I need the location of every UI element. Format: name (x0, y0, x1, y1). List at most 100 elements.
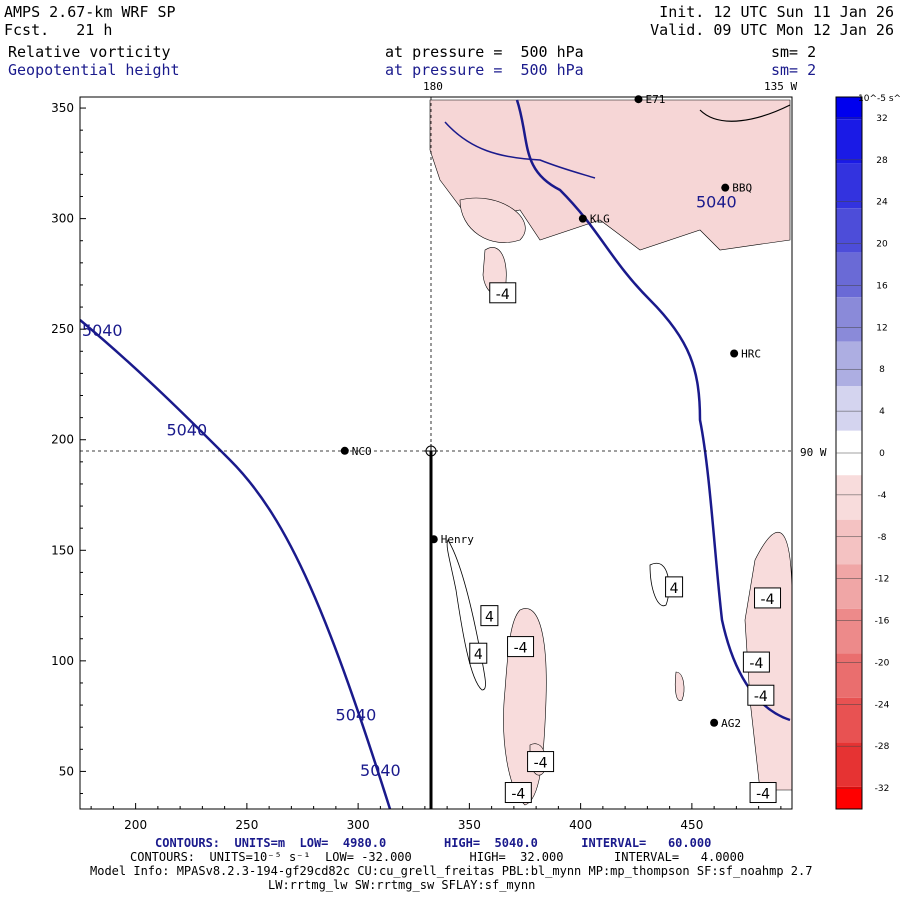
colorbar-tick-label: 32 (876, 114, 887, 124)
forecast-hour: Fcst. 21 h (4, 21, 113, 39)
lon-180-label: 180 (423, 80, 443, 93)
colorbar-tick-label: 16 (876, 281, 888, 291)
y-tick-label: 150 (51, 543, 74, 557)
pole-cross (424, 444, 438, 458)
vorticity-contour-east (649, 562, 670, 607)
colorbar-swatch (836, 742, 862, 787)
field1-smoothing: sm= 2 (771, 43, 817, 61)
vorticity-label-box (747, 684, 775, 706)
colorbar-tick-label: -32 (875, 784, 890, 794)
colorbar-swatch (836, 475, 862, 520)
station-dot (578, 214, 587, 223)
station-label: NCO (352, 445, 372, 458)
field1-level: at pressure = 500 hPa (385, 43, 584, 61)
station-dot (730, 349, 739, 358)
vorticity-label: -4 (754, 689, 768, 705)
colorbar-tick-label: -12 (875, 575, 890, 585)
vorticity-label: -4 (749, 656, 763, 672)
colorbar-tick-label: 28 (876, 156, 888, 166)
colorbar-swatch (836, 564, 862, 609)
x-tick-label: 300 (347, 818, 370, 832)
colorbar-swatch (836, 519, 862, 565)
vorticity-label-box (469, 642, 488, 664)
colorbar-tick-label: 8 (879, 365, 885, 375)
height-contour-north-fragment (444, 121, 596, 179)
station-label: KLG (590, 213, 610, 226)
vorticity-label-box (742, 651, 770, 673)
station-label: HRC (741, 347, 761, 360)
colorbar-swatch (836, 119, 862, 164)
field2-smoothing: sm= 2 (771, 61, 817, 79)
colorbar-tick-label: -16 (875, 617, 890, 627)
valid-time: Valid. 09 UTC Mon 12 Jan 26 (650, 21, 894, 39)
colorbar-tick-label: 24 (876, 198, 888, 208)
colorbar-unit: 10^-5 s^-1 (858, 94, 900, 104)
vorticity-label: 4 (474, 647, 483, 663)
footer-vorticity-contours: CONTOURS: UNITS=10⁻⁵ s⁻¹ LOW= -32.000 HI… (130, 850, 745, 864)
colorbar-tick-label: 0 (879, 449, 885, 459)
station-dot (429, 535, 438, 544)
colorbar-swatch (836, 653, 862, 698)
vorticity-shading-region (674, 671, 685, 701)
vorticity-label-box (489, 282, 517, 304)
vorticity-shading-region (429, 99, 791, 251)
height-contour-label: 5040 (82, 321, 123, 340)
footer-height-contours: CONTOURS: UNITS=m LOW= 4980.0 HIGH= 5040… (155, 836, 712, 850)
vorticity-label-box (527, 751, 555, 773)
vorticity-contour-henry (446, 539, 486, 691)
station-label: AG2 (721, 717, 741, 730)
y-tick-label: 300 (51, 212, 74, 226)
colorbar-tick-label: -28 (875, 742, 890, 752)
model-title: AMPS 2.67-km WRF SP (4, 3, 176, 21)
x-tick-label: 200 (124, 818, 147, 832)
y-tick-label: 250 (51, 322, 74, 336)
colorbar-tick-label: 4 (879, 407, 885, 417)
colorbar-swatch (836, 697, 862, 743)
height-contour-label: 5040 (360, 761, 401, 780)
footer-model-info: Model Info: MPASv8.2.3-194-gf29cd82c CU:… (90, 864, 813, 878)
field2-level: at pressure = 500 hPa (385, 61, 584, 79)
vorticity-contour-ne (699, 104, 791, 122)
colorbar-tick-label: -20 (875, 658, 890, 668)
colorbar-swatch (836, 341, 862, 387)
lon-90w-label: 90 W (800, 446, 827, 459)
station-label: Henry (441, 533, 474, 546)
field1-name: Relative vorticity (8, 43, 171, 61)
x-tick-label: 250 (235, 818, 258, 832)
station-dot (710, 718, 719, 727)
colorbar-swatch (836, 252, 862, 298)
vorticity-shading-region (459, 197, 526, 243)
vorticity-label: -4 (756, 787, 770, 803)
field2-name: Geopotential height (8, 61, 180, 79)
colorbar-swatch (836, 786, 862, 809)
colorbar-tick-label: -4 (878, 491, 887, 501)
init-time: Init. 12 UTC Sun 11 Jan 26 (659, 3, 894, 21)
y-tick-label: 200 (51, 433, 74, 447)
colorbar-swatch (836, 608, 862, 654)
colorbar-swatch (836, 97, 862, 120)
vorticity-label: -4 (534, 756, 548, 772)
footer-physics: LW:rrtmg_lw SW:rrtmg_sw SFLAY:sf_mynn (268, 878, 536, 892)
station-dot (634, 95, 643, 104)
height-contour-5040-west (80, 319, 392, 809)
vorticity-label: 4 (485, 610, 494, 626)
colorbar-swatch (836, 297, 862, 342)
vorticity-label: -4 (514, 641, 528, 657)
vorticity-label-box (507, 636, 535, 658)
height-contour-label: 5040 (166, 420, 207, 439)
colorbar-swatch (836, 386, 862, 431)
lon-135w-label: 135 W (764, 80, 797, 93)
height-contour-label: 5040 (336, 706, 377, 725)
vorticity-label-box (754, 587, 782, 609)
vorticity-label-box (480, 605, 499, 627)
station-dot (721, 183, 730, 192)
colorbar-tick-label: -8 (878, 533, 887, 543)
vorticity-label-box (749, 782, 777, 804)
colorbar-swatch (836, 208, 862, 253)
station-label: E71 (645, 93, 665, 106)
vorticity-label: -4 (761, 592, 775, 608)
vorticity-label-box (665, 576, 684, 598)
vorticity-label: -4 (511, 787, 525, 803)
x-tick-label: 400 (569, 818, 592, 832)
y-tick-label: 50 (59, 764, 74, 778)
